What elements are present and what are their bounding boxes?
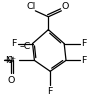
- Text: ⁻O: ⁻O: [3, 56, 14, 65]
- Text: N⁺: N⁺: [5, 56, 16, 65]
- Text: O: O: [62, 2, 69, 11]
- Text: –C: –C: [20, 42, 31, 51]
- Text: F: F: [11, 39, 16, 48]
- Text: O: O: [7, 76, 14, 85]
- Text: Cl: Cl: [27, 2, 36, 11]
- Text: F: F: [48, 87, 53, 96]
- Text: F: F: [81, 56, 87, 65]
- Text: F: F: [81, 39, 87, 48]
